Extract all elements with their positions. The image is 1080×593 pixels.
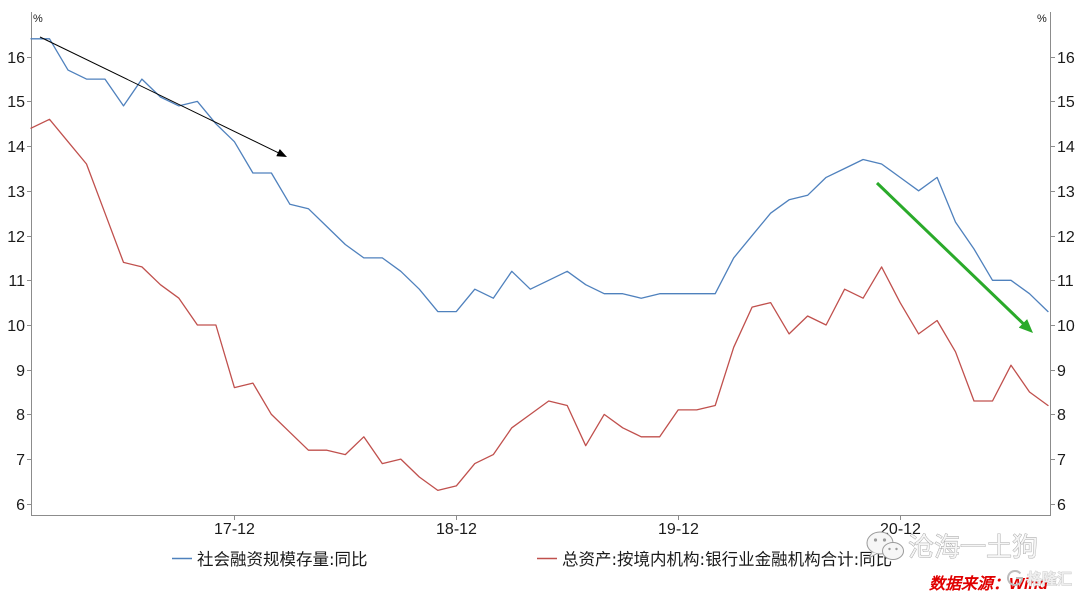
right-y-tick-label: 14	[1057, 139, 1075, 156]
plot-frame	[31, 12, 1051, 516]
legend: 社会融资规模存量:同比 总资产:按境内机构:银行业金融机构合计:同比	[172, 550, 892, 569]
left-y-tick-label: 15	[7, 94, 25, 111]
left-y-tick-label: 13	[7, 184, 25, 201]
legend-item-tsf-stock-yoy: 社会融资规模存量:同比	[172, 550, 368, 569]
right-axis-unit: %	[1037, 13, 1047, 25]
left-y-tick-label: 12	[7, 229, 25, 246]
right-y-tick-label: 6	[1057, 497, 1066, 514]
series-line-bank-total-assets-yoy	[30, 118, 1049, 492]
x-tick-label: 20-12	[880, 521, 921, 538]
left-y-tick-label: 11	[8, 273, 25, 290]
gelonghui-logo-text: 格隆汇	[1027, 570, 1072, 588]
x-tick-label: 18-12	[436, 521, 477, 538]
gelonghui-logo: 格隆汇	[1007, 569, 1072, 588]
right-y-tick-label: 8	[1057, 407, 1066, 424]
legend-label-bank-total-assets-yoy: 总资产:按境内机构:银行业金融机构合计:同比	[562, 550, 892, 569]
right-y-tick-label: 7	[1057, 452, 1066, 469]
legend-label-tsf-stock-yoy: 社会融资规模存量:同比	[197, 550, 368, 569]
left-y-tick-label: 16	[7, 50, 25, 67]
right-y-ticks: 6 7 8 9 10 11 12 13 14 15 16	[1051, 50, 1075, 514]
x-tick-label: 19-12	[658, 521, 699, 538]
annotation-arrows	[39, 36, 1034, 334]
downtrend-arrow-black	[39, 36, 287, 157]
right-y-tick-label: 11	[1057, 273, 1074, 290]
left-y-ticks: 6 7 8 9 10 11 12 13 14 15 16	[7, 50, 31, 514]
right-y-tick-label: 10	[1057, 318, 1075, 335]
left-y-tick-label: 8	[16, 407, 25, 424]
left-y-tick-label: 6	[16, 497, 25, 514]
left-y-tick-label: 9	[16, 363, 25, 380]
left-y-tick-label: 10	[7, 318, 25, 335]
x-tick-label: 17-12	[214, 521, 255, 538]
right-y-tick-label: 9	[1057, 363, 1066, 380]
series-lines	[30, 38, 1049, 492]
right-y-tick-label: 12	[1057, 229, 1075, 246]
series-line-tsf-stock-yoy	[30, 38, 1049, 313]
left-axis-unit: %	[33, 13, 43, 25]
watermark: 沧海一土狗	[866, 531, 1038, 563]
gelonghui-logo-icon	[1007, 569, 1024, 586]
right-y-tick-label: 13	[1057, 184, 1075, 201]
legend-item-bank-total-assets-yoy: 总资产:按境内机构:银行业金融机构合计:同比	[537, 550, 892, 569]
right-y-tick-label: 16	[1057, 50, 1075, 67]
wechat-icon	[866, 531, 904, 560]
left-y-tick-label: 7	[16, 452, 25, 469]
right-y-tick-label: 15	[1057, 94, 1075, 111]
x-ticks: 17-12 18-12 19-12 20-12	[214, 515, 921, 538]
downtrend-arrow-green	[875, 181, 1034, 334]
left-y-tick-label: 14	[7, 139, 25, 156]
data-source-note: 数据来源：Wind	[929, 575, 1049, 593]
watermark-text: 沧海一土狗	[908, 533, 1038, 563]
